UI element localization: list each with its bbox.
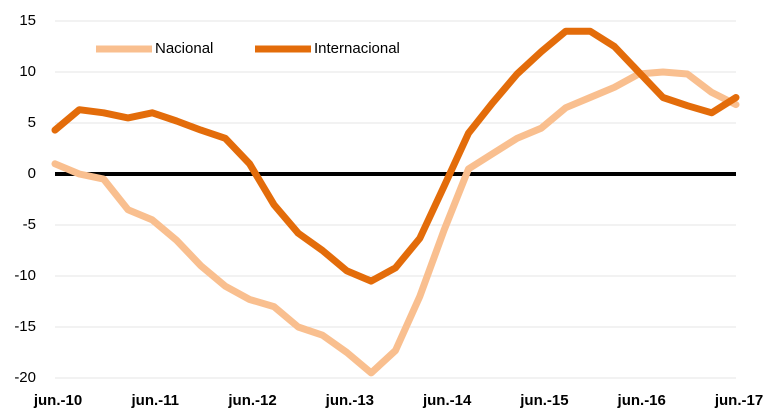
- y-tick-label: 10: [19, 63, 36, 80]
- x-tick-label: jun.-10: [33, 392, 82, 409]
- y-tick-label: 0: [28, 165, 36, 182]
- y-tick-label: 5: [28, 114, 36, 131]
- y-tick-label: -15: [14, 318, 36, 335]
- legend-label: Nacional: [155, 40, 213, 57]
- y-tick-label: 15: [19, 12, 36, 29]
- x-tick-label: jun.-16: [617, 392, 666, 409]
- x-tick-label: jun.-12: [227, 392, 276, 409]
- x-tick-label: jun.-13: [325, 392, 374, 409]
- line-series: [51, 68, 740, 377]
- line-series: [51, 27, 740, 285]
- y-tick-label: -5: [23, 216, 36, 233]
- legend-label: Internacional: [314, 40, 400, 57]
- x-tick-label: jun.-14: [422, 392, 472, 409]
- y-tick-label: -10: [14, 267, 36, 284]
- x-tick-label: jun.-17: [714, 392, 763, 409]
- x-tick-label: jun.-15: [519, 392, 568, 409]
- y-tick-label: -20: [14, 369, 36, 386]
- x-tick-label: jun.-11: [131, 392, 180, 409]
